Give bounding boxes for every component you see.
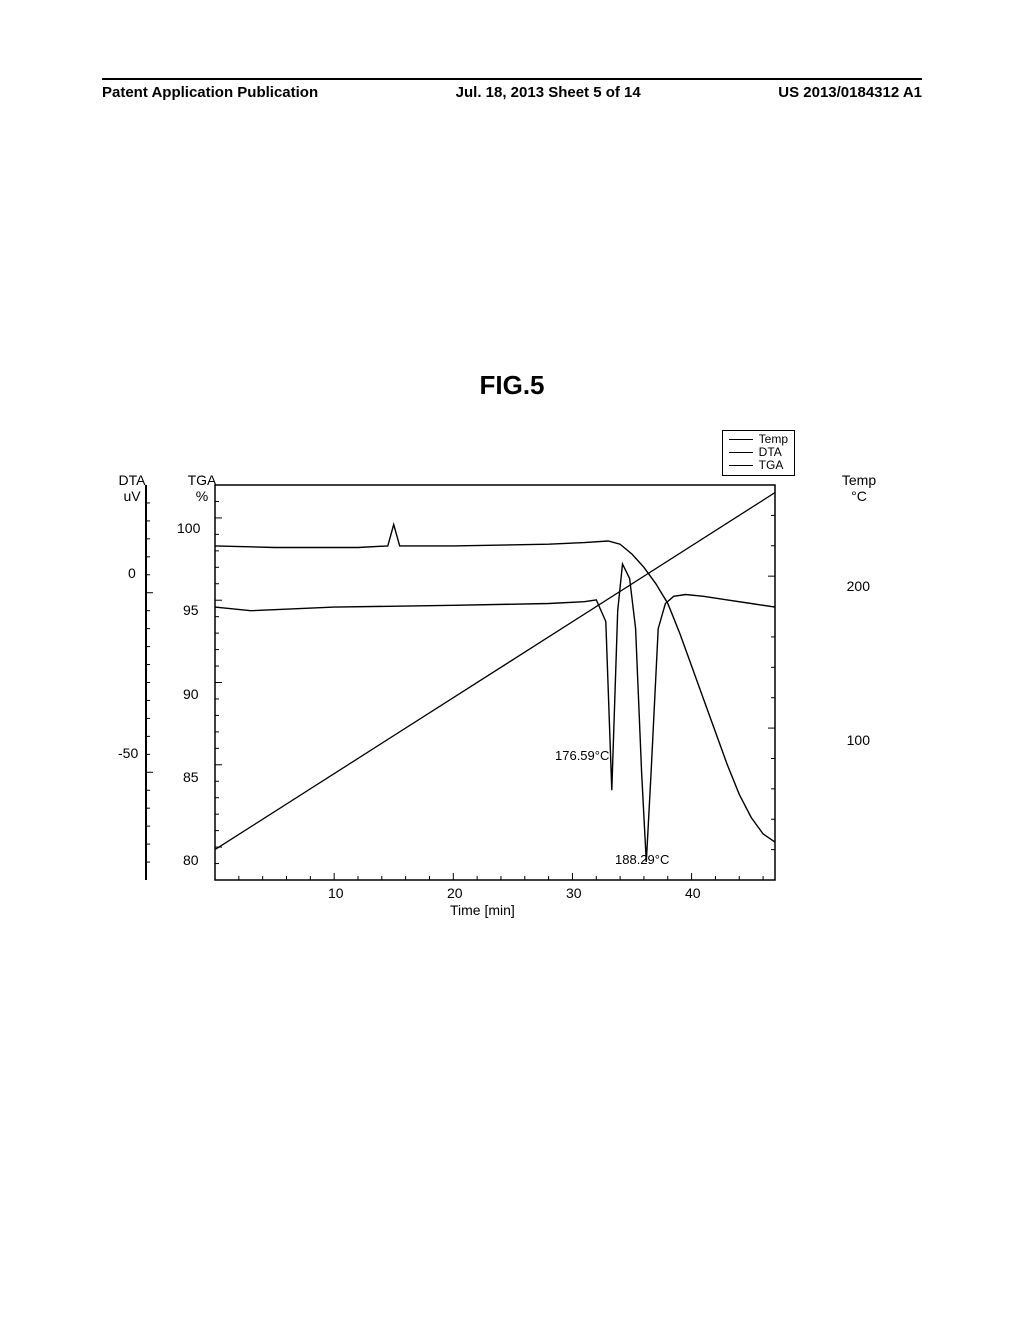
legend-box: Temp DTA TGA (722, 430, 795, 476)
temp-series-line (215, 493, 775, 850)
dta-axis-title: DTA uV (112, 472, 152, 504)
tga-tick-3: 85 (183, 769, 199, 785)
legend-item-tga: TGA (729, 459, 788, 472)
tga-tick-2: 90 (183, 686, 199, 702)
x-tick-2: 30 (566, 885, 582, 901)
temp-tick-0: 200 (847, 578, 870, 594)
tick-marks (146, 501, 775, 880)
x-tick-0: 10 (328, 885, 344, 901)
figure-title: FIG.5 (0, 370, 1024, 401)
header-rule (102, 78, 922, 80)
legend-dash-icon (729, 465, 753, 466)
x-tick-3: 40 (685, 885, 701, 901)
x-axis-label: Time [min] (450, 902, 515, 918)
x-tick-1: 20 (447, 885, 463, 901)
header-right: US 2013/0184312 A1 (778, 84, 922, 101)
legend-dash-icon (729, 439, 753, 440)
temp-axis-label-unit: °C (834, 488, 884, 504)
tga-series-line (215, 525, 775, 843)
dta-tick-1: -50 (118, 745, 138, 761)
tga-tick-0: 100 (177, 520, 200, 536)
tga-axis-label-top: TGA (182, 472, 222, 488)
peak-label-1: 176.59°C (555, 748, 609, 763)
dta-series-line (215, 564, 775, 862)
dta-axis-label-top: DTA (112, 472, 152, 488)
header-left: Patent Application Publication (102, 84, 318, 101)
dta-tick-0: 0 (128, 565, 136, 581)
tga-tick-1: 95 (183, 602, 199, 618)
legend-label: TGA (759, 459, 784, 472)
tga-axis-label-unit: % (182, 488, 222, 504)
temp-tick-1: 100 (847, 732, 870, 748)
tga-tick-4: 80 (183, 852, 199, 868)
temp-axis-label-top: Temp (834, 472, 884, 488)
peak-label-2: 188.29°C (615, 852, 669, 867)
tga-axis-title: TGA % (182, 472, 222, 504)
header-center: Jul. 18, 2013 Sheet 5 of 14 (456, 84, 641, 101)
temp-axis-title: Temp °C (834, 472, 884, 504)
plot-frame (215, 485, 775, 880)
dta-axis-label-unit: uV (112, 488, 152, 504)
legend-dash-icon (729, 452, 753, 453)
header-text-row: Patent Application Publication Jul. 18, … (102, 84, 922, 101)
plot-svg (120, 430, 880, 900)
page-header: Patent Application Publication Jul. 18, … (0, 78, 1024, 101)
chart-container: Temp DTA TGA DTA uV 0 -50 TGA % 100 95 9… (120, 430, 880, 930)
